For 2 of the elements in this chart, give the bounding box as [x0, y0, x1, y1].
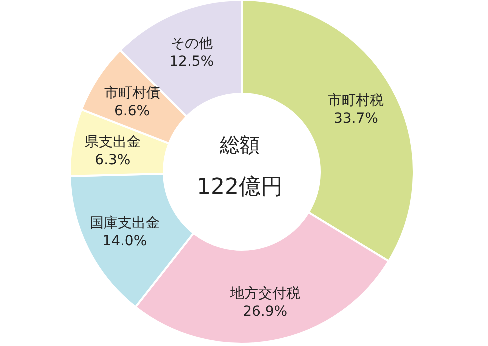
annotation: 総額 — [220, 133, 260, 157]
annotation: 122億円 — [197, 175, 283, 200]
